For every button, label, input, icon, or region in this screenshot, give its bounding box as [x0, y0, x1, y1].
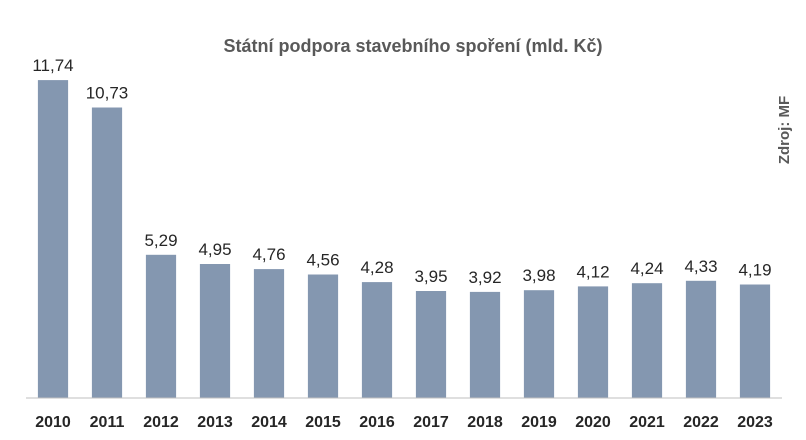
x-tick-2015: 2015: [305, 414, 341, 431]
source-note: Zdroj: MF: [776, 96, 793, 164]
x-tick-2012: 2012: [143, 414, 179, 431]
bar-2022: [685, 280, 717, 398]
bar-2021: [631, 283, 663, 398]
x-tick-2016: 2016: [359, 414, 395, 431]
data-label-2011: 10,73: [86, 84, 129, 103]
x-tick-2011: 2011: [90, 414, 125, 431]
data-label-2016: 4,28: [360, 258, 393, 277]
chart-title: Státní podpora stavebního spoření (mld. …: [223, 36, 602, 56]
bar-2014: [253, 269, 285, 398]
x-tick-2020: 2020: [575, 414, 611, 431]
bar-2011: [91, 107, 123, 398]
data-label-2014: 4,76: [252, 245, 285, 264]
bar-2018: [469, 291, 501, 398]
x-tick-2022: 2022: [683, 414, 719, 431]
data-label-2010: 11,74: [32, 56, 73, 75]
data-label-2020: 4,12: [576, 262, 609, 281]
x-tick-2013: 2013: [197, 414, 233, 431]
bar-2017: [415, 291, 447, 398]
x-tick-2017: 2017: [413, 414, 449, 431]
bar-2019: [523, 290, 555, 398]
bar-2015: [307, 274, 339, 398]
bar-2012: [145, 254, 177, 398]
bar-2010: [37, 80, 69, 398]
data-label-2022: 4,33: [684, 257, 717, 276]
data-label-2018: 3,92: [468, 268, 501, 287]
x-tick-labels: 2010 2011 2012 2013 2014 2015 2016 2017 2018 2019…: [35, 414, 773, 431]
data-labels: 11,74 10,73 5,29 4,95 4,76 4,56 4,28 3,95 3,92 3,…: [32, 56, 771, 287]
x-tick-2014: 2014: [251, 414, 287, 431]
bar-2020: [577, 286, 609, 398]
x-tick-2010: 2010: [35, 414, 71, 431]
x-tick-2019: 2019: [521, 414, 557, 431]
x-tick-2021: 2021: [629, 414, 665, 431]
data-label-2017: 3,95: [414, 267, 447, 286]
bar-2013: [199, 264, 231, 398]
data-label-2012: 5,29: [144, 231, 177, 250]
bar-2016: [361, 282, 393, 398]
bar-2023: [739, 284, 771, 398]
bar-series: [37, 80, 771, 398]
data-label-2021: 4,24: [630, 259, 663, 278]
data-label-2015: 4,56: [306, 251, 339, 270]
x-tick-2023: 2023: [737, 414, 773, 431]
data-label-2013: 4,95: [198, 240, 231, 259]
x-tick-2018: 2018: [467, 414, 503, 431]
data-label-2023: 4,19: [738, 261, 771, 280]
data-label-2019: 3,98: [522, 266, 555, 285]
